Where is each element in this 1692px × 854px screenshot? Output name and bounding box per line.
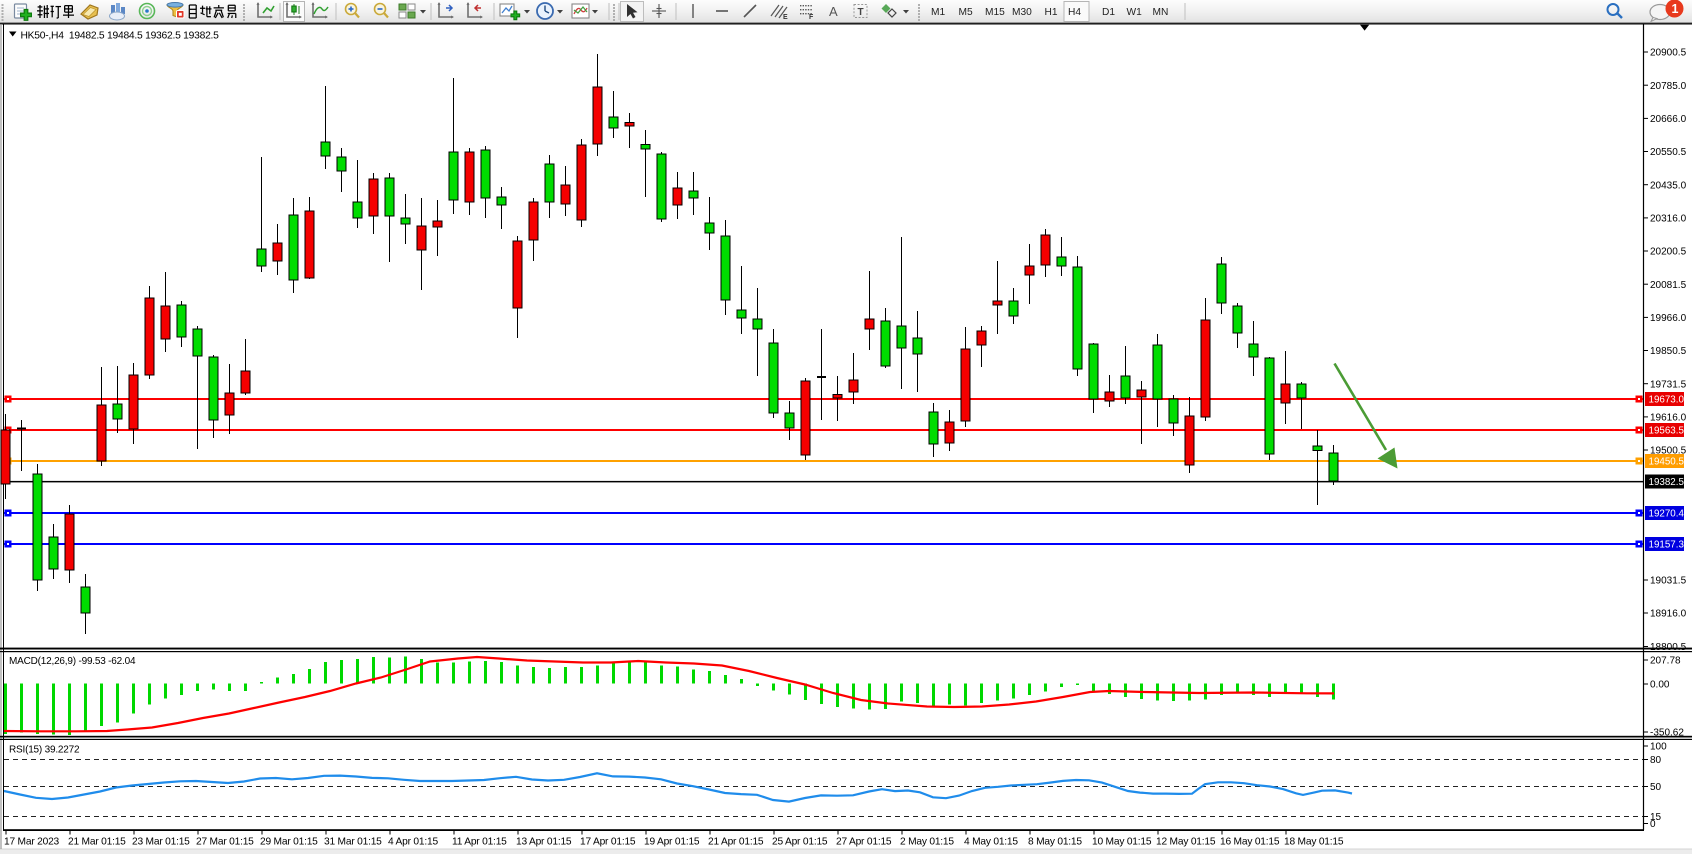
svg-text:21 Apr 01:15: 21 Apr 01:15 [708, 837, 764, 848]
svg-text:MACD(12,26,9) -99.53 -62.04: MACD(12,26,9) -99.53 -62.04 [9, 656, 136, 667]
svg-text:M30: M30 [1012, 7, 1032, 18]
svg-text:4 May 01:15: 4 May 01:15 [964, 837, 1018, 848]
svg-text:19850.5: 19850.5 [1650, 346, 1687, 357]
svg-text:E: E [783, 14, 788, 21]
svg-text:19966.0: 19966.0 [1650, 313, 1687, 324]
svg-text:20200.5: 20200.5 [1650, 247, 1687, 258]
svg-text:M5: M5 [959, 7, 973, 18]
svg-text:23 Mar 01:15: 23 Mar 01:15 [132, 837, 190, 848]
svg-text:W1: W1 [1127, 7, 1143, 18]
svg-text:20435.0: 20435.0 [1650, 180, 1687, 191]
svg-text:MN: MN [1153, 7, 1169, 18]
svg-text:19673.0: 19673.0 [1649, 395, 1685, 406]
svg-text:F: F [809, 14, 814, 21]
svg-text:19450.5: 19450.5 [1649, 457, 1685, 468]
svg-text:RSI(15) 39.2272: RSI(15) 39.2272 [9, 745, 80, 756]
svg-text:18800.5: 18800.5 [1650, 642, 1687, 653]
svg-text:13 Apr 01:15: 13 Apr 01:15 [516, 837, 572, 848]
svg-text:HK50-,H4 19482.5 19484.5 1936: HK50-,H4 19482.5 19484.5 19362.5 19382.5 [21, 31, 220, 42]
svg-text:M15: M15 [985, 7, 1005, 18]
svg-text:17 Apr 01:15: 17 Apr 01:15 [580, 837, 636, 848]
svg-text:18916.0: 18916.0 [1650, 609, 1687, 620]
svg-text:19382.5: 19382.5 [1649, 477, 1685, 488]
svg-text:19500.5: 19500.5 [1650, 446, 1687, 457]
svg-text:8 May 01:15: 8 May 01:15 [1028, 837, 1082, 848]
svg-text:0: 0 [1650, 819, 1656, 830]
svg-text:16 May 01:15: 16 May 01:15 [1220, 837, 1280, 848]
svg-text:20785.0: 20785.0 [1650, 81, 1687, 92]
svg-text:31 Mar 01:15: 31 Mar 01:15 [324, 837, 382, 848]
svg-text:H1: H1 [1045, 7, 1058, 18]
svg-text:2 May 01:15: 2 May 01:15 [900, 837, 954, 848]
svg-text:H4: H4 [1068, 7, 1081, 18]
svg-text:20081.5: 20081.5 [1650, 280, 1687, 291]
svg-text:80: 80 [1650, 755, 1662, 766]
svg-text:19031.5: 19031.5 [1650, 576, 1687, 587]
svg-text:27 Mar 01:15: 27 Mar 01:15 [196, 837, 254, 848]
svg-text:19 Apr 01:15: 19 Apr 01:15 [644, 837, 700, 848]
svg-text:100: 100 [1650, 742, 1667, 753]
svg-text:27 Apr 01:15: 27 Apr 01:15 [836, 837, 892, 848]
svg-text:4 Apr 01:15: 4 Apr 01:15 [388, 837, 438, 848]
svg-text:50: 50 [1650, 782, 1662, 793]
svg-text:25 Apr 01:15: 25 Apr 01:15 [772, 837, 828, 848]
svg-text:12 May 01:15: 12 May 01:15 [1156, 837, 1216, 848]
svg-text:19270.4: 19270.4 [1649, 509, 1685, 520]
svg-text:21 Mar 01:15: 21 Mar 01:15 [68, 837, 126, 848]
svg-text:19731.5: 19731.5 [1650, 379, 1687, 390]
svg-text:20550.5: 20550.5 [1650, 147, 1687, 158]
svg-text:15: 15 [1650, 812, 1662, 823]
svg-text:A: A [829, 4, 838, 19]
svg-text:19157.3: 19157.3 [1649, 540, 1685, 551]
svg-text:20666.0: 20666.0 [1650, 114, 1687, 125]
svg-text:29 Mar 01:15: 29 Mar 01:15 [260, 837, 318, 848]
svg-text:T: T [858, 7, 864, 18]
svg-text:11 Apr 01:15: 11 Apr 01:15 [452, 837, 507, 848]
svg-text:10 May 01:15: 10 May 01:15 [1092, 837, 1152, 848]
svg-text:19616.0: 19616.0 [1650, 413, 1687, 424]
svg-text:1: 1 [1672, 2, 1679, 16]
svg-text:D1: D1 [1102, 7, 1115, 18]
svg-text:-350.62: -350.62 [1650, 728, 1684, 739]
svg-text:18 May 01:15: 18 May 01:15 [1284, 837, 1344, 848]
svg-text:20900.5: 20900.5 [1650, 48, 1687, 59]
svg-text:M1: M1 [931, 7, 945, 18]
svg-text:0.00: 0.00 [1650, 680, 1670, 691]
svg-text:20316.0: 20316.0 [1650, 214, 1687, 225]
svg-text:17 Mar 2023: 17 Mar 2023 [4, 837, 60, 848]
svg-text:207.78: 207.78 [1650, 656, 1681, 667]
svg-text:19563.5: 19563.5 [1649, 426, 1685, 437]
